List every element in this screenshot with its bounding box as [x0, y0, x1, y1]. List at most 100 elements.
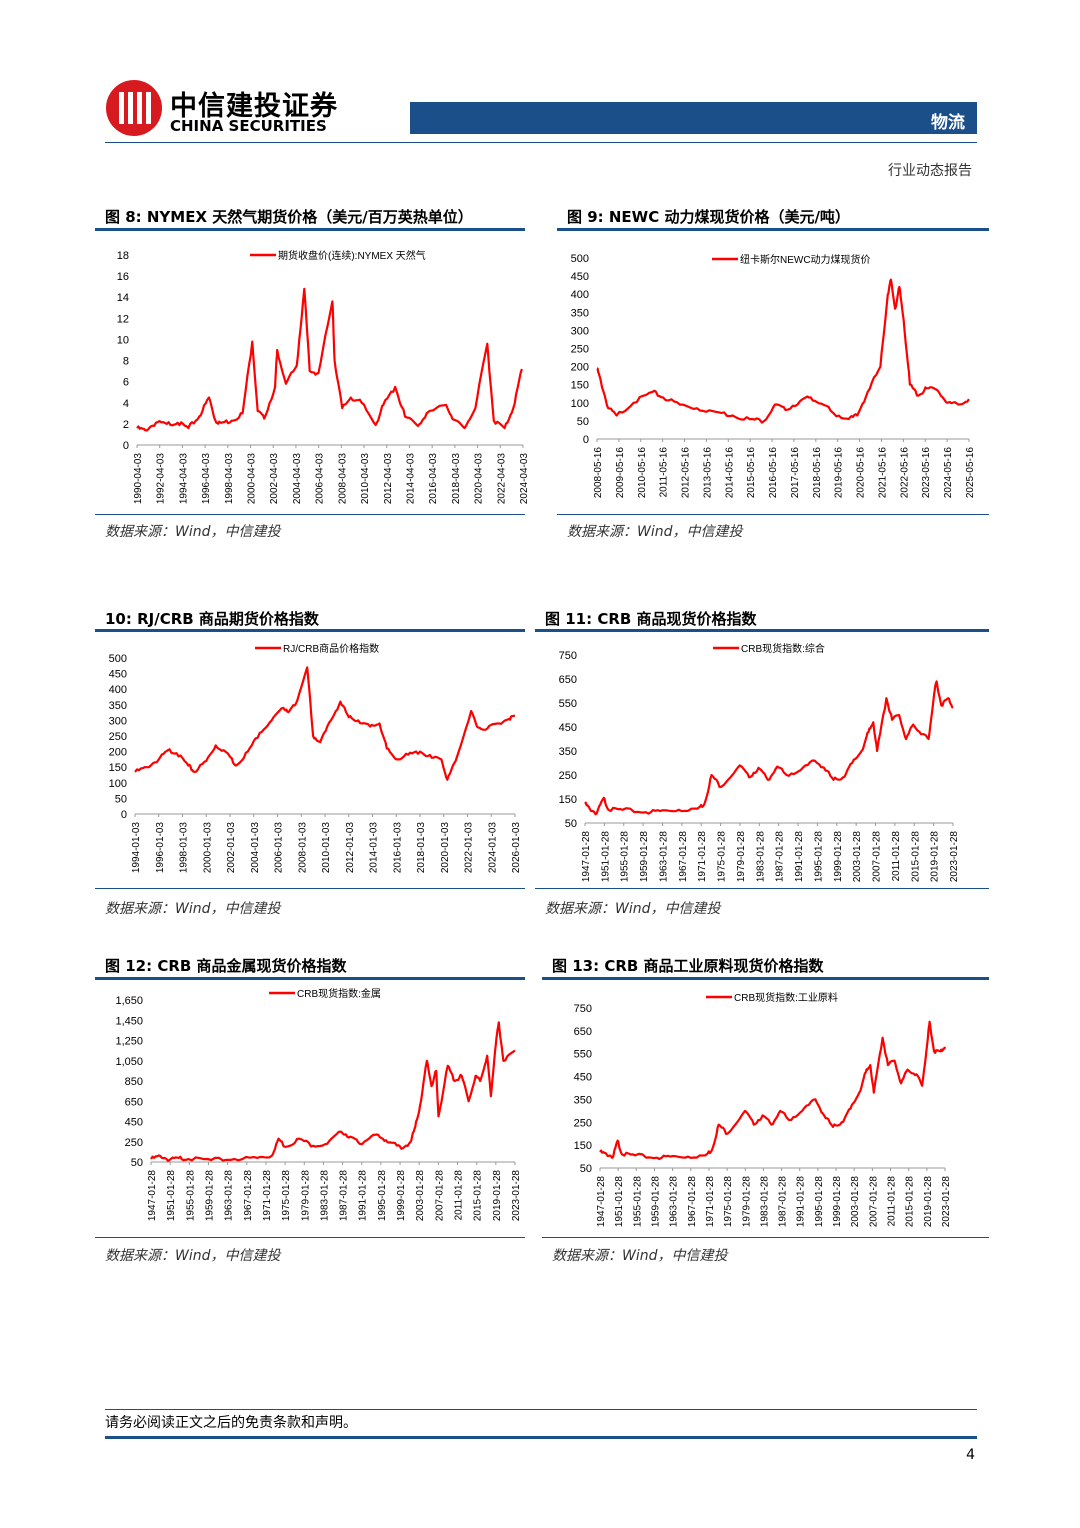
y-tick-label: 0 [121, 809, 127, 821]
x-tick-label: 2024-05-16 [943, 447, 954, 499]
x-tick-label: 2006-04-03 [315, 453, 326, 505]
figure-11-top-rule [535, 629, 989, 632]
page-number: 4 [966, 1447, 975, 1463]
x-tick-label: 2003-01-28 [850, 1176, 861, 1228]
x-tick-label: 1990-04-03 [133, 453, 144, 505]
y-tick-label: 650 [125, 1096, 143, 1108]
x-tick-label: 2004-04-03 [292, 453, 303, 505]
x-tick-label: 1999-01-28 [832, 1176, 843, 1228]
x-tick-label: 2015-01-28 [905, 1176, 916, 1228]
y-tick-label: 500 [571, 253, 589, 265]
y-tick-label: 350 [559, 746, 577, 758]
header-rule [105, 142, 977, 143]
y-tick-label: 50 [115, 793, 127, 805]
y-tick-label: 1,250 [115, 1036, 143, 1048]
chart-nymex-gas: 0 2 4 6 8 10 12 14 16 18 1990-04-03 1992-04-03 1994-… [117, 249, 530, 505]
x-tick-label: 2020-05-16 [856, 447, 867, 499]
x-tick-label: 2003-01-28 [415, 1170, 426, 1222]
figure-8-bottom-rule [95, 514, 525, 515]
y-tick-label: 250 [109, 731, 127, 743]
y-tick-label: 150 [574, 1140, 592, 1152]
logo-bar [119, 92, 124, 124]
brand-name-cn: 中信建投证券 [170, 91, 338, 122]
legend-label: 期货收盘价(连续):NYMEX 天然气 [278, 249, 426, 262]
x-tick-label: 2008-04-03 [337, 453, 348, 505]
x-tick-label: 2025-05-16 [965, 447, 976, 499]
y-tick-label: 1,650 [115, 995, 143, 1007]
brand-name-en: CHINA SECURITIES [170, 117, 327, 135]
x-tick-label: 2022-04-03 [496, 453, 507, 505]
y-tick-label: 250 [559, 770, 577, 782]
y-tick-label: 350 [109, 700, 127, 712]
x-tick-label: 1971-01-28 [262, 1170, 273, 1222]
x-tick-label: 2023-01-28 [511, 1170, 522, 1222]
figure-8-top-rule [95, 228, 525, 231]
x-tick-label: 2007-01-28 [872, 831, 883, 883]
y-tick-label: 10 [117, 334, 129, 346]
x-tick-label: 1983-01-28 [755, 831, 766, 883]
figure-10-bottom-rule [95, 888, 525, 889]
figure-11-bottom-rule [535, 888, 989, 889]
y-tick-label: 250 [125, 1137, 143, 1149]
legend-label: CRB现货指数:工业原料 [734, 991, 838, 1004]
x-tick-label: 2026-01-03 [511, 822, 522, 874]
x-tick-label: 2006-01-03 [274, 822, 285, 874]
y-tick-label: 350 [571, 307, 589, 319]
y-tick-label: 0 [583, 434, 589, 446]
x-tick-label: 1996-01-03 [155, 822, 166, 874]
x-tick-label: 1979-01-28 [736, 831, 747, 883]
x-tick-label: 1987-01-28 [775, 831, 786, 883]
legend-label: CRB现货指数:金属 [297, 987, 381, 1000]
y-tick-label: 4 [123, 398, 129, 410]
category-bar: 物流 [410, 102, 977, 134]
x-tick-label: 1983-01-28 [759, 1176, 770, 1228]
x-tick-label: 2012-01-03 [345, 822, 356, 874]
y-tick-label: 400 [571, 289, 589, 301]
figure-12-chart: 50 250 450 650 850 1,050 1,250 1,450 1,650 1947-0… [95, 984, 525, 1234]
x-tick-label: 2002-04-03 [269, 453, 280, 505]
figure-9-top-rule [557, 228, 989, 231]
y-tick-label: 500 [109, 653, 127, 665]
series-line [134, 666, 516, 781]
y-tick-label: 18 [117, 250, 129, 262]
x-tick-label: 1967-01-28 [678, 831, 689, 883]
y-tick-label: 250 [571, 344, 589, 356]
y-tick-label: 750 [559, 650, 577, 662]
y-tick-label: 450 [109, 669, 127, 681]
x-tick-label: 1994-04-03 [178, 453, 189, 505]
figure-8-title: 图 8: NYMEX 天然气期货价格（美元/百万英热单位） [105, 208, 473, 226]
x-tick-label: 1951-01-28 [166, 1170, 177, 1222]
x-tick-label: 1987-01-28 [339, 1170, 350, 1222]
chart-rj-crb: 0 50 100 150 200 250 300 350 400 450 500 1994-01-03… [109, 642, 522, 874]
footer-top-rule [105, 1409, 977, 1410]
x-tick-label: 2000-04-03 [247, 453, 258, 505]
x-tick-label: 2021-05-16 [877, 447, 888, 499]
x-tick-label: 1995-01-28 [813, 831, 824, 883]
y-tick-label: 450 [574, 1072, 592, 1084]
series-line [584, 680, 954, 816]
x-tick-label: 1975-01-28 [717, 831, 728, 883]
x-tick-label: 2019-05-16 [834, 447, 845, 499]
x-tick-label: 2011-01-28 [887, 1176, 898, 1227]
category-label: 物流 [931, 113, 965, 133]
x-tick-label: 2018-01-03 [416, 822, 427, 874]
y-tick-label: 350 [574, 1094, 592, 1106]
x-tick-label: 2004-01-03 [250, 822, 261, 874]
y-tick-label: 100 [571, 398, 589, 410]
x-tick-label: 1996-04-03 [201, 453, 212, 505]
y-tick-label: 300 [109, 715, 127, 727]
y-tick-label: 14 [117, 292, 129, 304]
legend-label: 纽卡斯尔NEWC动力煤现货价 [740, 253, 871, 266]
y-tick-label: 250 [574, 1117, 592, 1129]
x-tick-label: 1951-01-28 [614, 1176, 625, 1228]
x-tick-label: 2016-01-03 [392, 822, 403, 874]
x-tick-label: 2014-05-16 [724, 447, 735, 499]
figure-12-source: 数据来源：Wind，中信建投 [105, 1248, 281, 1264]
x-tick-label: 2016-04-03 [428, 453, 439, 505]
y-tick-label: 450 [559, 722, 577, 734]
x-tick-label: 2010-01-03 [321, 822, 332, 874]
figure-11-source: 数据来源：Wind，中信建投 [545, 901, 721, 917]
report-type: 行业动态报告 [888, 163, 972, 179]
figure-11-chart: 50 150 250 350 450 550 650 750 1947-01-28 1951-01… [535, 636, 989, 886]
x-tick-label: 1987-01-28 [778, 1176, 789, 1228]
